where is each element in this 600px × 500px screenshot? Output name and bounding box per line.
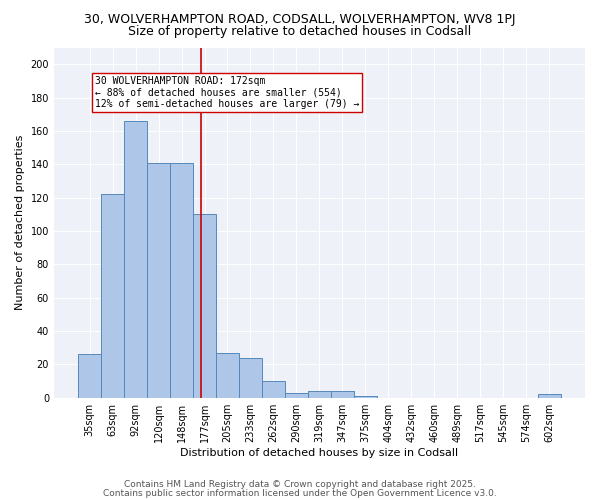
Bar [147,162,170,398]
Y-axis label: Number of detached properties: Number of detached properties [15,135,25,310]
Bar [239,358,262,398]
Bar [78,354,101,398]
Text: 30, WOLVERHAMPTON ROAD, CODSALL, WOLVERHAMPTON, WV8 1PJ: 30, WOLVERHAMPTON ROAD, CODSALL, WOLVERH… [84,12,516,26]
Bar [170,162,193,398]
Bar [216,352,239,398]
Bar [308,391,331,398]
Bar [354,396,377,398]
Text: Contains HM Land Registry data © Crown copyright and database right 2025.: Contains HM Land Registry data © Crown c… [124,480,476,489]
Bar [285,392,308,398]
X-axis label: Distribution of detached houses by size in Codsall: Distribution of detached houses by size … [181,448,458,458]
Bar [101,194,124,398]
Bar [538,394,561,398]
Text: 30 WOLVERHAMPTON ROAD: 172sqm
← 88% of detached houses are smaller (554)
12% of : 30 WOLVERHAMPTON ROAD: 172sqm ← 88% of d… [95,76,359,109]
Bar [124,121,147,398]
Bar [262,381,285,398]
Text: Contains public sector information licensed under the Open Government Licence v3: Contains public sector information licen… [103,488,497,498]
Bar [331,391,354,398]
Bar [193,214,216,398]
Text: Size of property relative to detached houses in Codsall: Size of property relative to detached ho… [128,25,472,38]
